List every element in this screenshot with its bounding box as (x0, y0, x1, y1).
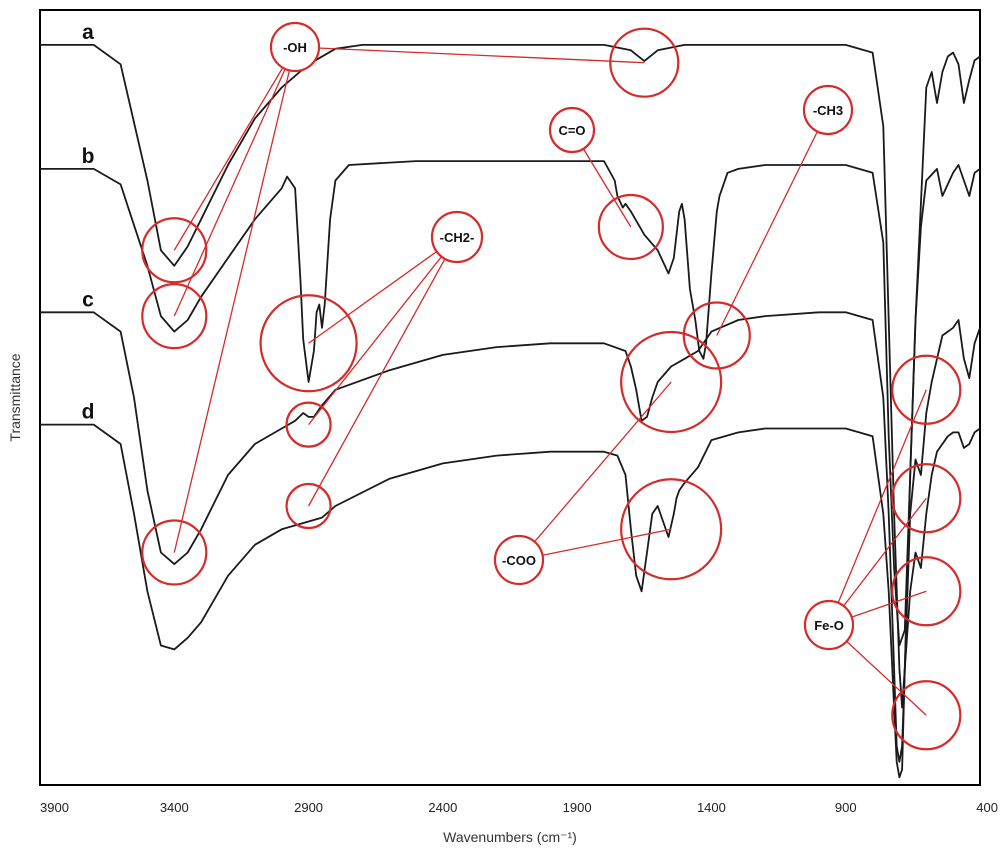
x-axis-title: Wavenumbers (cm⁻¹) (443, 829, 577, 845)
annotation-peak-circle (620, 478, 723, 581)
annotation-label: -OH (283, 40, 307, 55)
annotation-label: -CH3 (813, 103, 843, 118)
annotation-label-bubble (548, 106, 596, 154)
series-label-d: d (82, 401, 95, 424)
annotation-connector (173, 46, 296, 553)
annotation-label-bubble (430, 210, 484, 264)
series-line-c (40, 311, 981, 763)
annotation-connector (308, 236, 458, 426)
annotation-peak-circle (141, 283, 208, 350)
annotation-label-bubble (269, 21, 321, 73)
annotation-peak-circle (682, 301, 751, 370)
annotation-label-bubble (493, 534, 545, 586)
annotation-label: C=O (558, 123, 585, 138)
series-layer: a b c d (40, 21, 981, 779)
annotation-connector (294, 46, 645, 64)
annotation-peak-circle (620, 330, 723, 434)
x-axis-ticks: 3900 3400 2900 2400 1900 1400 900 400 (40, 800, 998, 815)
annotation-connector (828, 497, 927, 626)
annotation-connector (308, 236, 458, 344)
plot-frame (39, 9, 981, 786)
annotation-peak-circle (609, 27, 680, 98)
series-label-a: a (82, 21, 94, 44)
annotation-label-bubble (803, 599, 855, 651)
annotation-connector (518, 381, 672, 561)
x-tick-label: 3400 (160, 800, 189, 815)
x-tick-label: 1400 (697, 800, 726, 815)
annotation-label: -CH2- (440, 230, 475, 245)
annotation-connector (308, 236, 458, 507)
annotation-connector (173, 46, 296, 317)
x-tick-label: 2400 (428, 800, 457, 815)
annotation-connector (716, 109, 829, 336)
annotation-connector (173, 46, 296, 251)
annotation-peak-circle (891, 680, 962, 751)
series-line-d (40, 423, 981, 779)
x-tick-label: 400 (976, 800, 998, 815)
annotation-peak-circle (597, 193, 664, 261)
annotation-peak-circle (141, 519, 208, 586)
x-tick-label: 2900 (294, 800, 323, 815)
annotation-peak-circle (891, 354, 962, 425)
series-label-b: b (82, 145, 95, 168)
annotation-label-bubble (802, 84, 854, 136)
series-line-a (40, 44, 981, 709)
x-tick-label: 1900 (563, 800, 592, 815)
annotation-peak-circle (259, 294, 358, 393)
annotation-peak-circle (891, 463, 962, 534)
annotation-connector (828, 389, 927, 626)
annotation-label: -COO (502, 553, 536, 568)
annotation-label: Fe-O (814, 618, 844, 633)
x-tick-label: 3900 (40, 800, 69, 815)
annotation-peak-circle (141, 217, 208, 284)
annotation-peak-circle (285, 482, 332, 530)
x-tick-label: 900 (835, 800, 857, 815)
annotation-peak-circle (891, 556, 962, 627)
annotation-peak-circle (285, 401, 332, 448)
series-label-c: c (82, 288, 94, 311)
y-axis-title: Transmittance (7, 353, 23, 441)
annotation-connector (518, 528, 672, 561)
annotation-layer: -OH C=O -CH3 -CH2- -COO Fe-O (141, 21, 962, 751)
